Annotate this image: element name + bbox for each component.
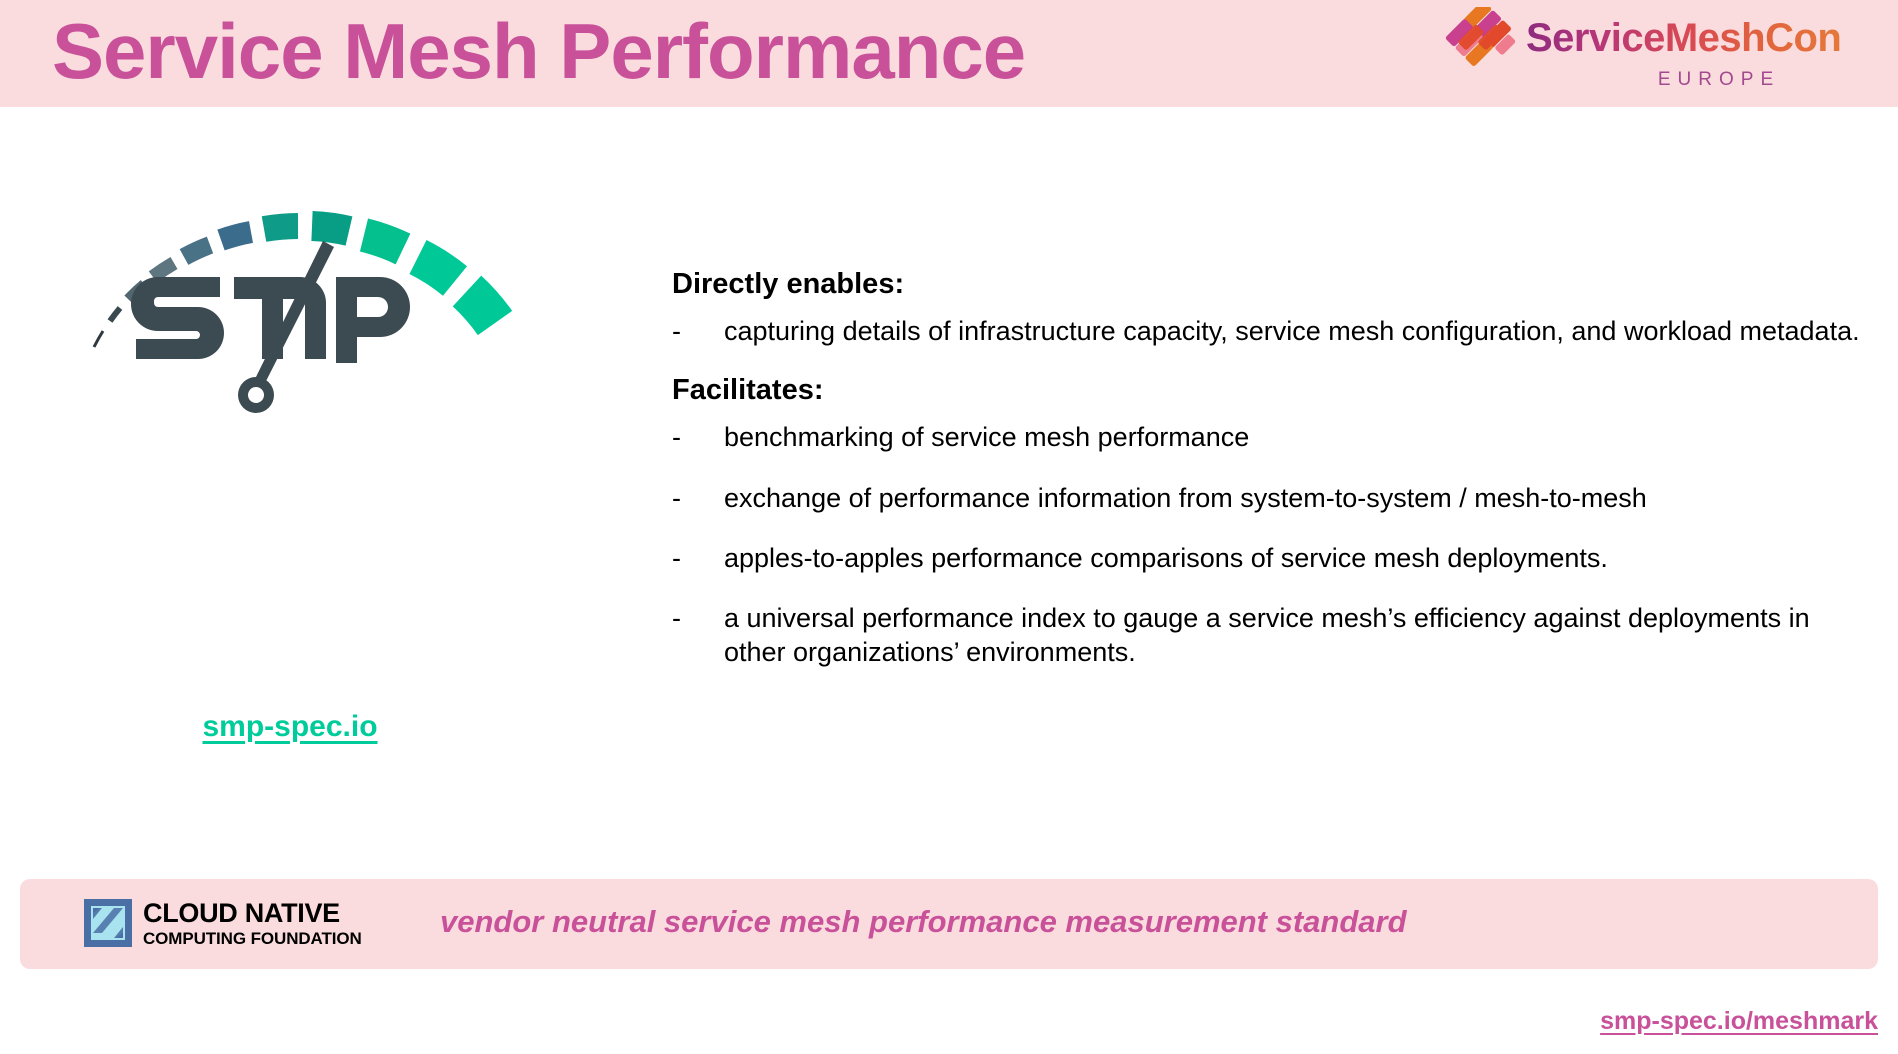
bullet-text: exchange of performance information from… [724, 482, 1647, 513]
bullet-text: benchmarking of service mesh performance [724, 422, 1250, 453]
servicemeshcon-region-label: EUROPE [1657, 69, 1781, 90]
smp-spec-link[interactable]: smp-spec.io [202, 710, 378, 743]
bullet-text: a universal performance index to gauge a… [724, 603, 1810, 668]
page-title: Service Mesh Performance [52, 7, 1026, 95]
smp-wordmark [80, 255, 480, 368]
bullet-marker: - [672, 316, 681, 346]
footer-band: CLOUD NATIVE COMPUTING FOUNDATION vendor… [20, 879, 1878, 969]
servicemeshcon-wordmark: ServiceMeshCon [1526, 15, 1842, 60]
list-item: - exchange of performance information fr… [672, 481, 1872, 515]
cncf-line-1: CLOUD NATIVE [143, 897, 340, 928]
bullet-list-directly-enables: - capturing details of infrastructure ca… [672, 314, 1872, 348]
cncf-text: CLOUD NATIVE COMPUTING FOUNDATION [143, 897, 362, 948]
cncf-line-2: COMPUTING FOUNDATION [143, 928, 362, 948]
list-item: - a universal performance index to gauge… [672, 601, 1872, 670]
section-heading-directly-enables: Directly enables: [672, 268, 905, 300]
list-item: - capturing details of infrastructure ca… [672, 314, 1872, 348]
bullet-marker: - [672, 542, 681, 573]
cncf-mark-icon [84, 899, 132, 947]
bullet-marker: - [672, 422, 681, 453]
bullet-list-facilitates: - benchmarking of service mesh performan… [672, 420, 1872, 669]
cncf-logo: CLOUD NATIVE COMPUTING FOUNDATION [84, 899, 362, 947]
list-item: - apples-to-apples performance compariso… [672, 541, 1872, 575]
section-heading-facilitates: Facilitates: [672, 374, 824, 407]
header-band [0, 0, 1898, 107]
bullet-text: apples-to-apples performance comparisons… [724, 542, 1608, 573]
logo-row: ServiceMeshCon [1440, 0, 1880, 69]
bullet-marker: - [672, 482, 681, 513]
list-item: - benchmarking of service mesh performan… [672, 420, 1872, 454]
servicemeshcon-mark-icon [1440, 0, 1526, 69]
footer-tagline: vendor neutral service mesh performance … [440, 904, 1407, 939]
meshmark-link[interactable]: smp-spec.io/meshmark [1600, 1007, 1878, 1035]
bullet-marker: - [672, 603, 681, 634]
servicemeshcon-logo: ServiceMeshCon EUROPE [1440, 0, 1880, 103]
bullet-text: capturing details of infrastructure capa… [724, 316, 1860, 346]
content-column: Directly enables: - capturing details of… [672, 268, 1872, 696]
smp-gauge-icon [70, 195, 540, 435]
